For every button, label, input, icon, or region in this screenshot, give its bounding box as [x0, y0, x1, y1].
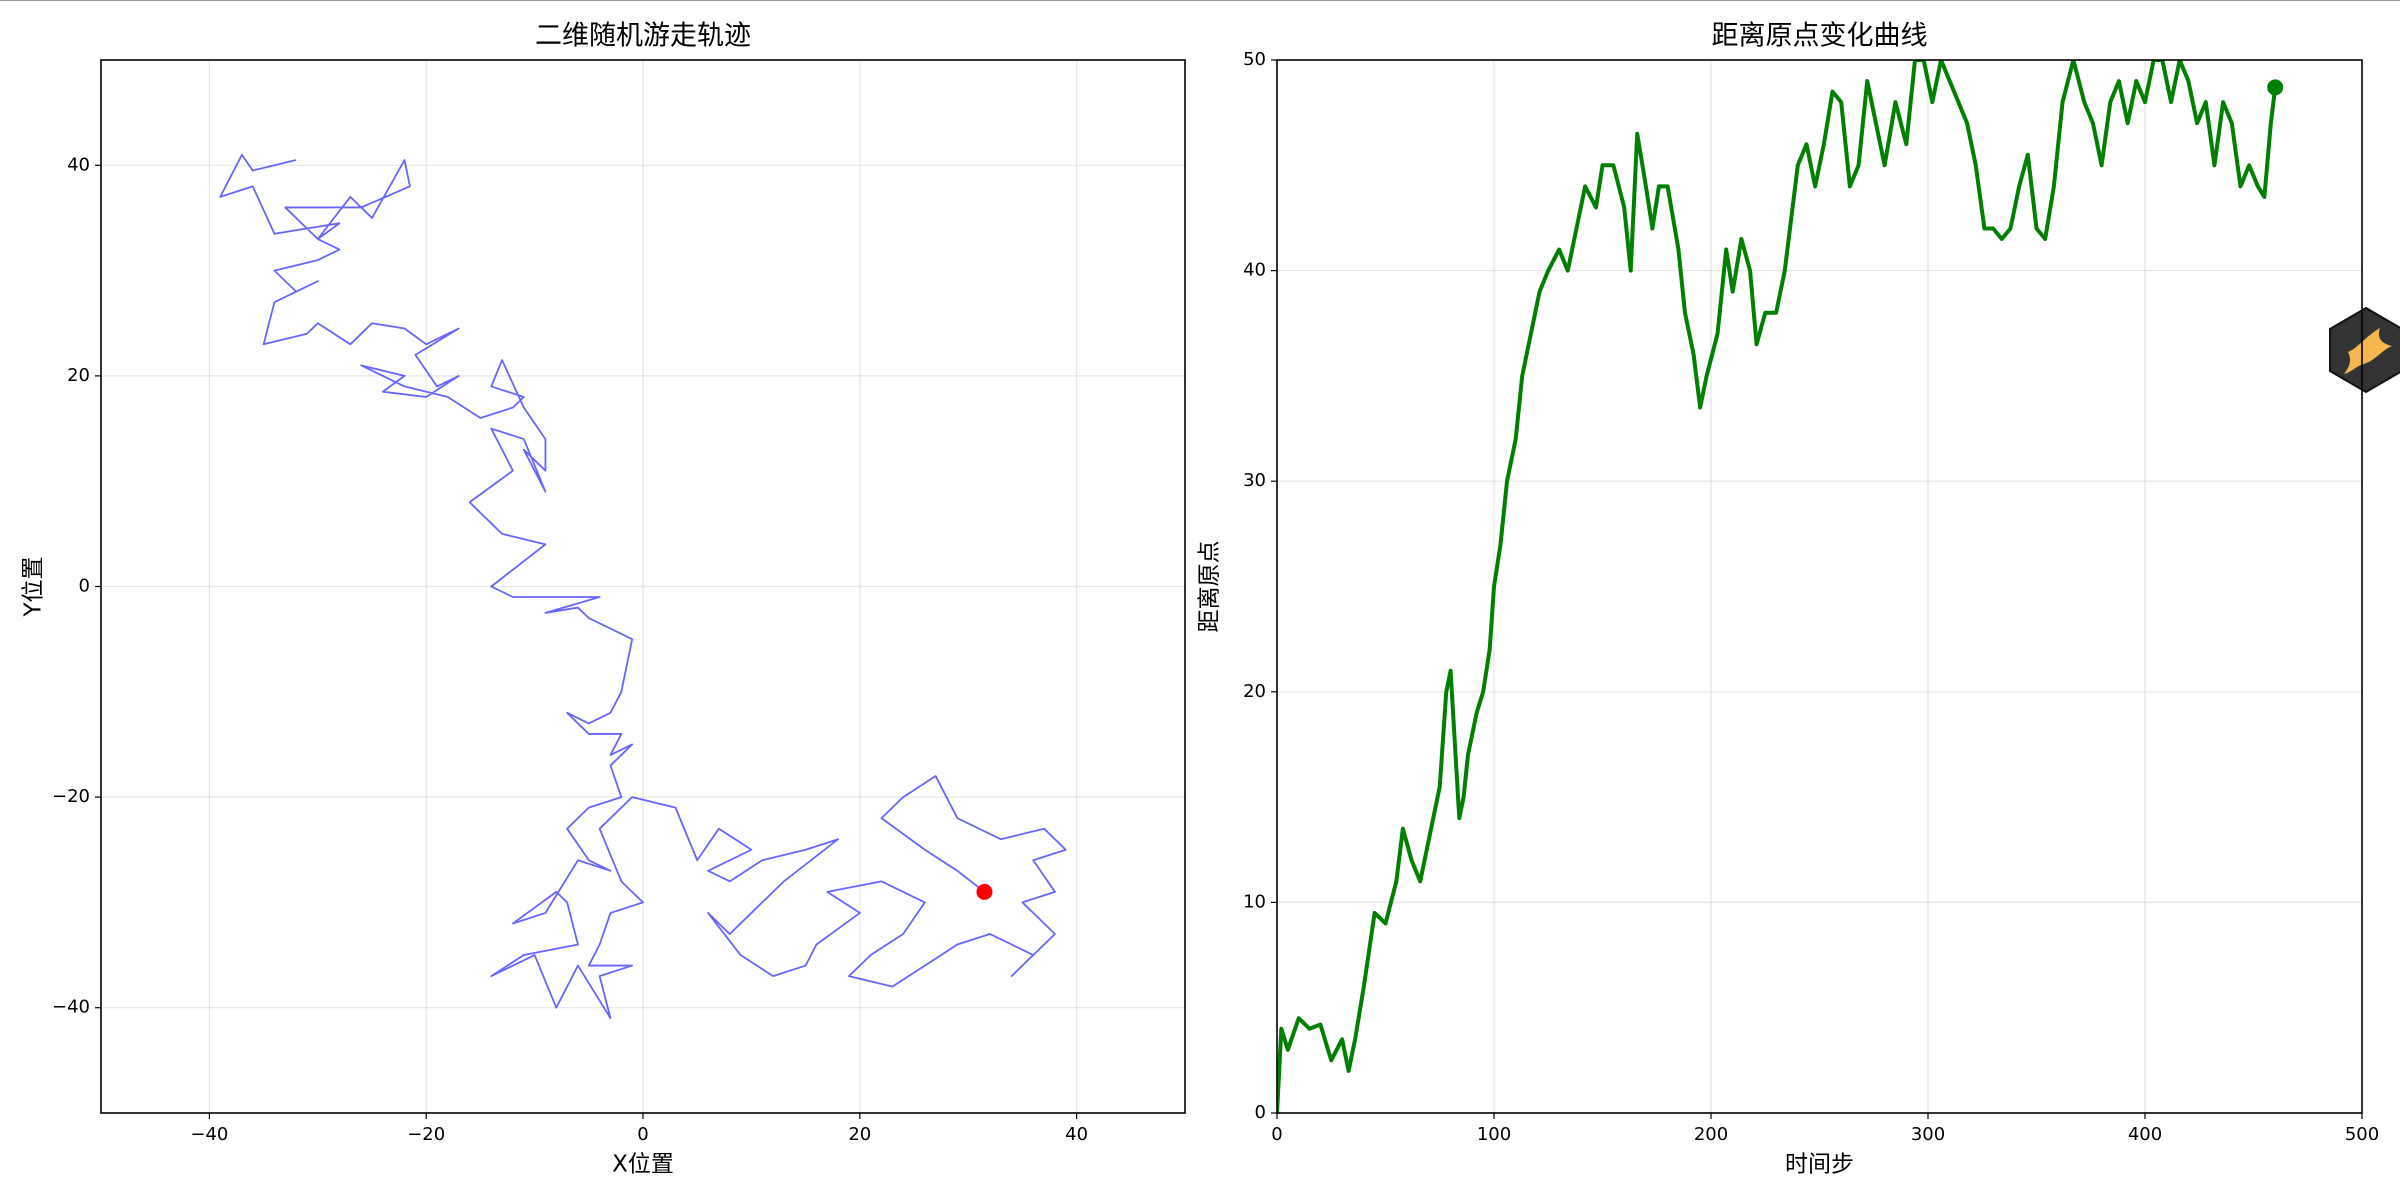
- x-tick-label: 100: [1477, 1124, 1511, 1145]
- x-tick-label: 400: [2128, 1124, 2162, 1145]
- y-tick-label: 40: [1243, 260, 1266, 281]
- x-tick-label: −40: [190, 1124, 228, 1145]
- x-tick-label: 300: [1911, 1124, 1945, 1145]
- y-axis-label: Y位置: [21, 556, 47, 617]
- x-tick-label: 0: [1271, 1124, 1282, 1145]
- axes-frame: [100, 59, 1186, 1114]
- y-tick-label: 0: [79, 576, 90, 597]
- floating-icon[interactable]: [2329, 306, 2400, 394]
- x-tick-label: 0: [637, 1124, 648, 1145]
- data-line: [1277, 60, 2278, 1113]
- axes-frame: [1276, 59, 2363, 1114]
- y-tick-label: 50: [1243, 49, 1266, 70]
- y-tick-label: 20: [1243, 681, 1266, 702]
- y-axis-label: 距离原点: [1197, 541, 1223, 633]
- x-tick-label: 500: [2345, 1124, 2379, 1145]
- plot-area: [219, 153, 1067, 1020]
- x-axis-label: X位置: [612, 1152, 674, 1178]
- chart-title: 二维随机游走轨迹: [535, 21, 751, 52]
- x-tick-label: −20: [407, 1124, 445, 1145]
- icon-bird: [2344, 328, 2392, 374]
- y-tick-label: 30: [1243, 470, 1266, 491]
- y-tick-label: −40: [52, 997, 90, 1018]
- plot-area: [1277, 60, 2278, 1113]
- y-tick-label: −20: [52, 786, 90, 807]
- x-tick-label: 40: [1065, 1124, 1088, 1145]
- y-tick-label: 40: [67, 154, 90, 175]
- data-line: [219, 153, 1067, 1020]
- x-tick-label: 200: [1694, 1124, 1728, 1145]
- end-point: [2267, 79, 2284, 96]
- y-tick-label: 20: [67, 365, 90, 386]
- x-tick-label: 20: [848, 1124, 871, 1145]
- chart-title: 距离原点变化曲线: [1712, 21, 1928, 52]
- y-tick-label: 10: [1243, 891, 1266, 912]
- y-tick-label: 0: [1255, 1102, 1266, 1123]
- x-axis-label: 时间步: [1785, 1152, 1854, 1178]
- end-point: [976, 883, 993, 900]
